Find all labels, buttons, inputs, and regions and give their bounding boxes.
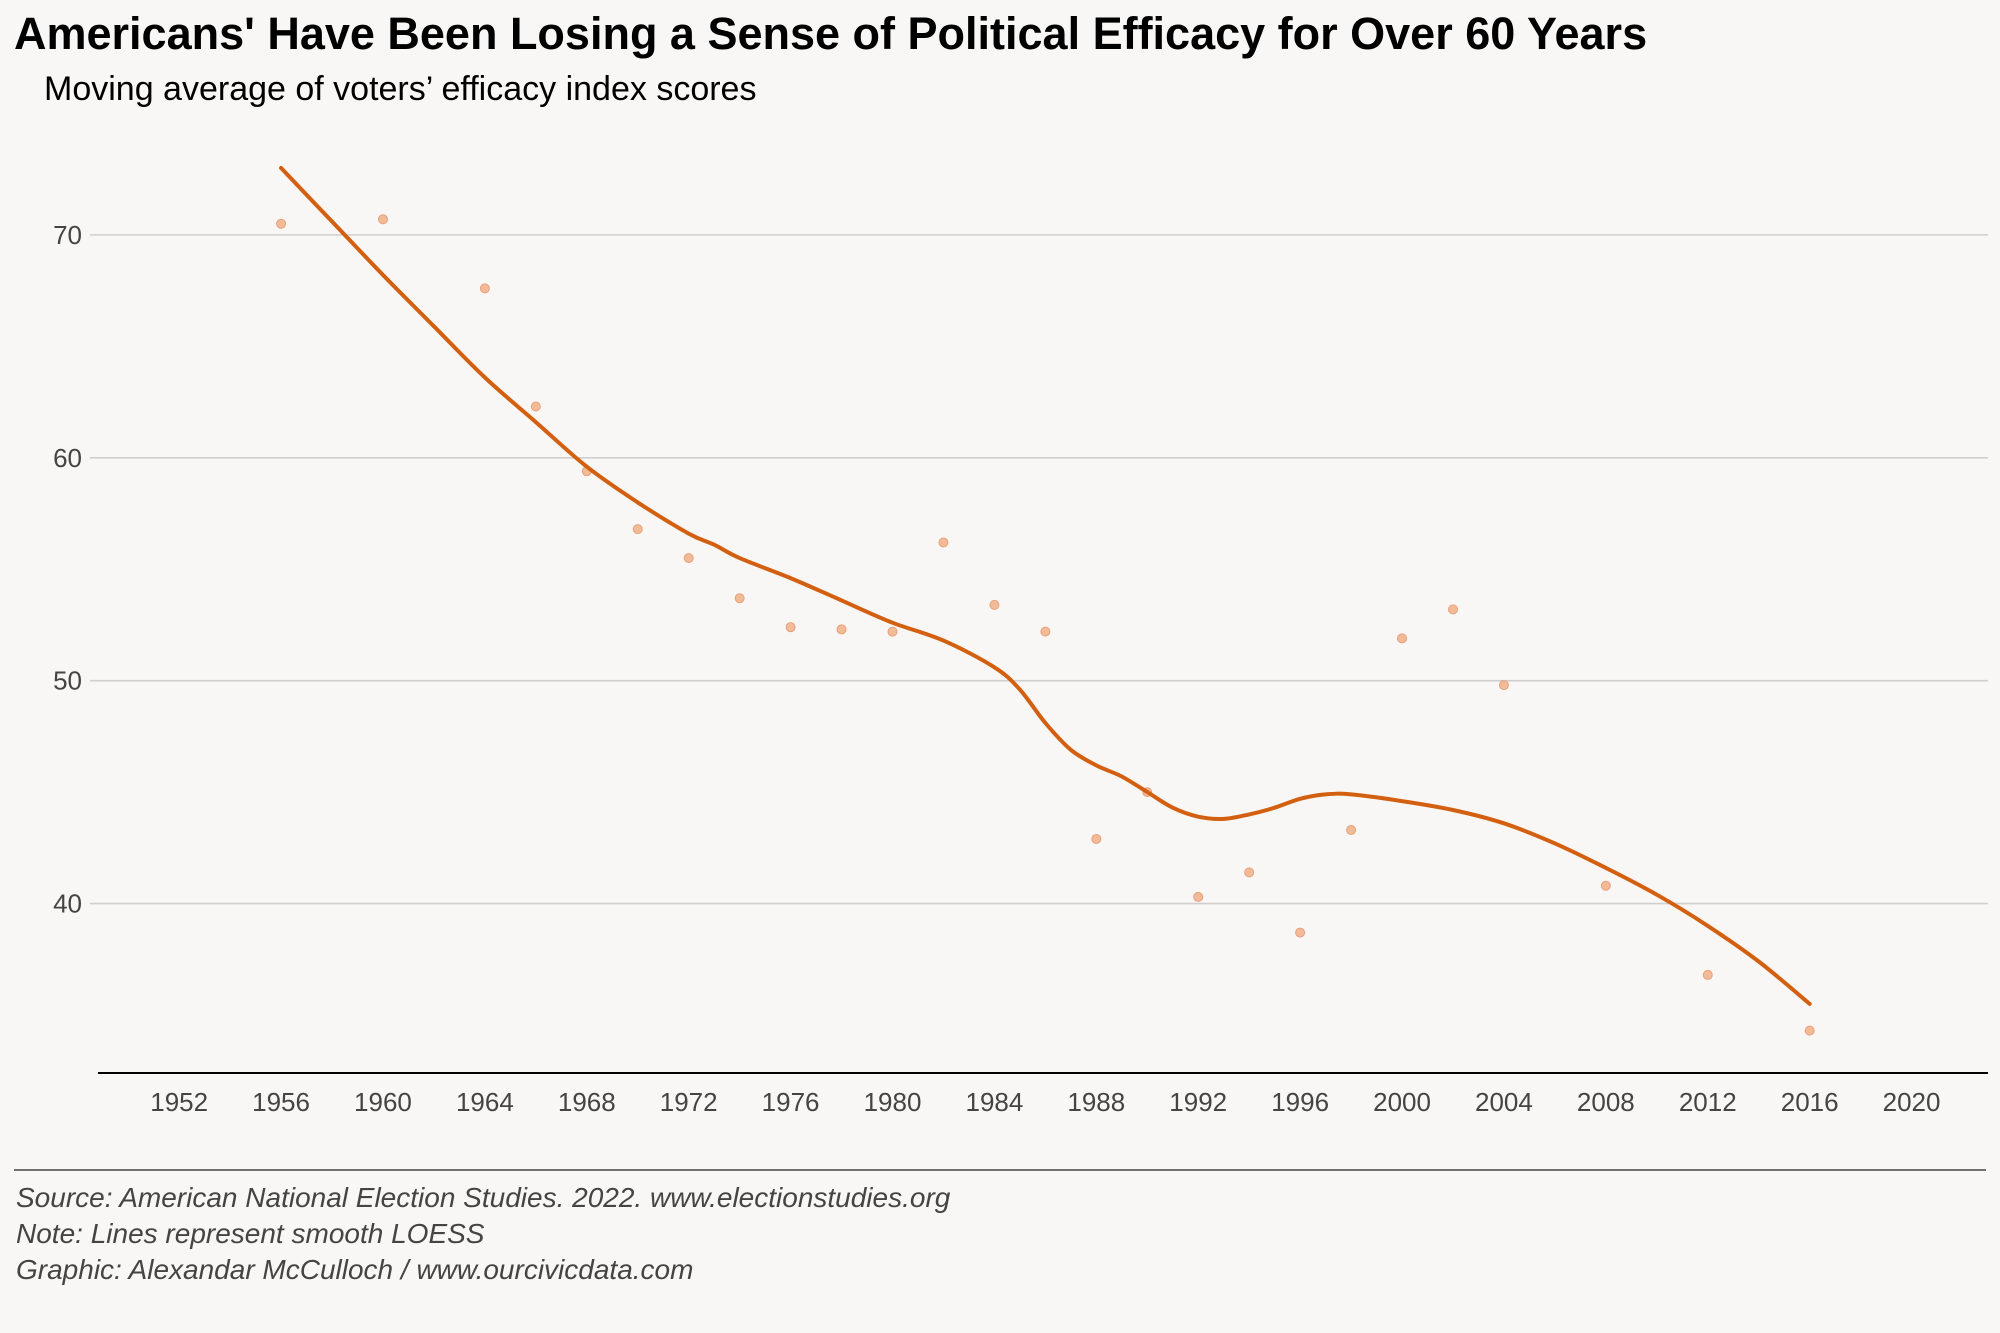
data-point (1295, 927, 1306, 938)
data-point (632, 524, 643, 535)
data-point (479, 283, 490, 294)
data-point (836, 624, 847, 635)
y-tick-label: 60 (53, 443, 82, 473)
x-tick-label: 1988 (1067, 1087, 1125, 1117)
chart-subtitle: Moving average of voters’ efficacy index… (44, 70, 757, 108)
x-tick-label: 1968 (558, 1087, 616, 1117)
y-axis-ticks: 40 50 60 70 (53, 220, 82, 919)
data-point (734, 593, 745, 604)
source-caption: Source: American National Election Studi… (16, 1182, 951, 1213)
x-tick-label: 2000 (1373, 1087, 1431, 1117)
x-tick-label: 1976 (762, 1087, 820, 1117)
data-point (1346, 825, 1357, 836)
data-point (1804, 1025, 1815, 1036)
data-point (1702, 969, 1713, 980)
x-tick-label: 2004 (1475, 1087, 1533, 1117)
x-tick-label: 2020 (1883, 1087, 1941, 1117)
data-point (1498, 680, 1509, 691)
x-tick-label: 2012 (1679, 1087, 1737, 1117)
smooth-line-layer (279, 166, 1812, 1006)
y-tick-label: 50 (53, 666, 82, 696)
grid-lines (90, 234, 1988, 905)
data-point (530, 401, 541, 412)
x-tick-label: 1984 (965, 1087, 1023, 1117)
smooth-loess-line (279, 166, 1812, 1006)
data-point (1040, 626, 1051, 637)
data-point (683, 553, 694, 564)
data-point (1193, 891, 1204, 902)
y-tick-label: 40 (53, 889, 82, 919)
x-tick-label: 1996 (1271, 1087, 1329, 1117)
x-axis-ticks: 1952 1956 1960 1964 1968 1972 1976 1980 1984 1988… (150, 1087, 1940, 1117)
x-tick-label: 2016 (1781, 1087, 1839, 1117)
x-tick-label: 1980 (864, 1087, 922, 1117)
data-point (1397, 633, 1408, 644)
x-tick-label: 1992 (1169, 1087, 1227, 1117)
data-point (938, 537, 949, 548)
data-point (785, 622, 796, 633)
x-tick-label: 1964 (456, 1087, 514, 1117)
note-caption: Note: Lines represent smooth LOESS (16, 1218, 485, 1249)
y-tick-label: 70 (53, 220, 82, 250)
data-point (276, 218, 287, 229)
x-tick-label: 2008 (1577, 1087, 1635, 1117)
data-point (377, 214, 388, 225)
data-point (1244, 867, 1255, 878)
data-point (1447, 604, 1458, 615)
x-tick-label: 1972 (660, 1087, 718, 1117)
graphic-credit: Graphic: Alexandar McCulloch / www.ourci… (16, 1254, 694, 1285)
x-tick-label: 1956 (252, 1087, 310, 1117)
data-point (1091, 833, 1102, 844)
data-points (276, 214, 1815, 1036)
data-point (887, 626, 898, 637)
data-point (1600, 880, 1611, 891)
chart-title: Americans' Have Been Losing a Sense of P… (14, 8, 1648, 59)
data-point (989, 599, 1000, 610)
x-tick-label: 1952 (150, 1087, 208, 1117)
x-tick-label: 1960 (354, 1087, 412, 1117)
